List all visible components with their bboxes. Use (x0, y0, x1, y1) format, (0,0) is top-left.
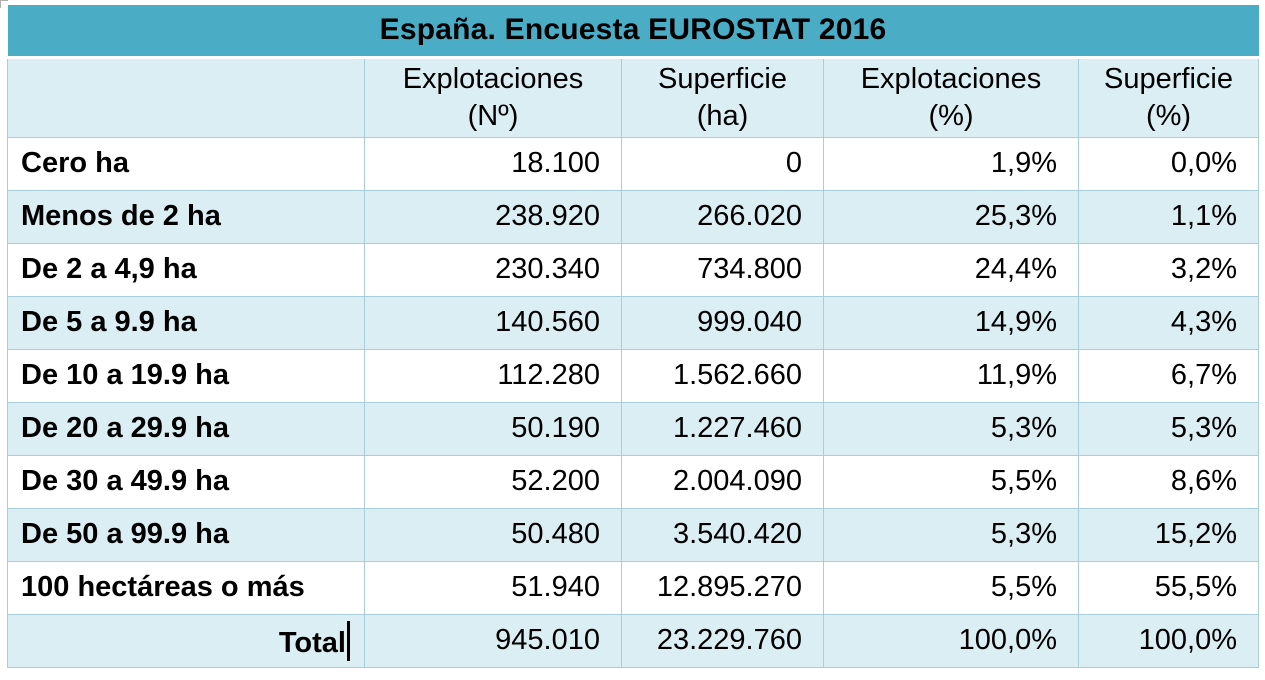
cell-superficie-pct[interactable]: 4,3% (1077, 295, 1260, 350)
header-line1: Explotaciones (402, 62, 584, 95)
cell-superficie-pct[interactable]: 55,5% (1077, 560, 1260, 615)
cell-superficie-ha[interactable]: 23.229.760 (621, 613, 824, 668)
table-title[interactable]: España. Encuesta EUROSTAT 2016 (7, 5, 1259, 59)
eurostat-table: España. Encuesta EUROSTAT 2016 Explotaci… (7, 5, 1260, 668)
table-row: Cero ha 18.100 0 1,9% 0,0% (7, 136, 1260, 191)
cell-label[interactable]: De 2 a 4,9 ha (7, 242, 365, 297)
table-row: De 5 a 9.9 ha 140.560 999.040 14,9% 4,3% (7, 295, 1260, 350)
table-row: De 30 a 49.9 ha 52.200 2.004.090 5,5% 8,… (7, 454, 1260, 509)
cell-explotaciones-n[interactable]: 18.100 (364, 136, 622, 191)
cell-label[interactable]: De 10 a 19.9 ha (7, 348, 365, 403)
cell-label[interactable]: De 5 a 9.9 ha (7, 295, 365, 350)
table-row: De 10 a 19.9 ha 112.280 1.562.660 11,9% … (7, 348, 1260, 403)
header-line1: Explotaciones (860, 62, 1042, 95)
cell-explotaciones-n[interactable]: 230.340 (364, 242, 622, 297)
cell-superficie-pct[interactable]: 8,6% (1077, 454, 1260, 509)
cell-superficie-ha[interactable]: 0 (621, 136, 824, 191)
header-superficie-pct[interactable]: Superficie (%) (1077, 56, 1260, 138)
cell-label[interactable]: Cero ha (7, 136, 365, 191)
cell-explotaciones-n[interactable]: 50.480 (364, 507, 622, 562)
cell-explotaciones-n[interactable]: 52.200 (364, 454, 622, 509)
header-superficie-ha[interactable]: Superficie (ha) (621, 56, 824, 138)
table-row: De 50 a 99.9 ha 50.480 3.540.420 5,3% 15… (7, 507, 1260, 562)
cell-superficie-ha[interactable]: 1.562.660 (621, 348, 824, 403)
header-line2: (%) (928, 99, 974, 132)
header-line1: Superficie (658, 62, 787, 95)
cell-explotaciones-pct[interactable]: 5,3% (823, 401, 1079, 456)
cell-superficie-pct[interactable]: 6,7% (1077, 348, 1260, 403)
cell-superficie-ha[interactable]: 3.540.420 (621, 507, 824, 562)
cell-label-total[interactable]: Total (7, 613, 365, 668)
header-line2: (ha) (696, 99, 749, 132)
table-row: De 2 a 4,9 ha 230.340 734.800 24,4% 3,2% (7, 242, 1260, 297)
cell-explotaciones-pct[interactable]: 100,0% (823, 613, 1079, 668)
cell-superficie-ha[interactable]: 266.020 (621, 189, 824, 244)
cell-explotaciones-pct[interactable]: 5,3% (823, 507, 1079, 562)
table-row: 100 hectáreas o más 51.940 12.895.270 5,… (7, 560, 1260, 615)
cell-explotaciones-pct[interactable]: 5,5% (823, 454, 1079, 509)
cell-superficie-ha[interactable]: 1.227.460 (621, 401, 824, 456)
title-row: España. Encuesta EUROSTAT 2016 (7, 5, 1259, 59)
cell-label[interactable]: De 50 a 99.9 ha (7, 507, 365, 562)
cell-superficie-pct[interactable]: 15,2% (1077, 507, 1260, 562)
header-line2: (Nº) (467, 99, 519, 132)
canvas-corner-mark (0, 0, 8, 8)
cell-explotaciones-n[interactable]: 140.560 (364, 295, 622, 350)
header-line1: Superficie (1104, 62, 1233, 95)
column-header-row: Explotaciones (Nº) Superficie (ha) Explo… (7, 56, 1260, 138)
cell-explotaciones-n[interactable]: 51.940 (364, 560, 622, 615)
eurostat-table-container: España. Encuesta EUROSTAT 2016 Explotaci… (7, 5, 1260, 668)
cell-superficie-pct[interactable]: 1,1% (1077, 189, 1260, 244)
cell-explotaciones-n[interactable]: 945.010 (364, 613, 622, 668)
cell-superficie-pct[interactable]: 5,3% (1077, 401, 1260, 456)
cell-label[interactable]: Menos de 2 ha (7, 189, 365, 244)
cell-label[interactable]: De 20 a 29.9 ha (7, 401, 365, 456)
header-line2: (%) (1145, 99, 1192, 132)
cell-label[interactable]: De 30 a 49.9 ha (7, 454, 365, 509)
table-row: De 20 a 29.9 ha 50.190 1.227.460 5,3% 5,… (7, 401, 1260, 456)
cell-explotaciones-n[interactable]: 112.280 (364, 348, 622, 403)
cell-superficie-ha[interactable]: 734.800 (621, 242, 824, 297)
cell-superficie-ha[interactable]: 12.895.270 (621, 560, 824, 615)
cell-superficie-pct[interactable]: 100,0% (1077, 613, 1260, 668)
header-empty[interactable] (7, 56, 365, 138)
cell-superficie-ha[interactable]: 999.040 (621, 295, 824, 350)
header-explotaciones-n[interactable]: Explotaciones (Nº) (364, 56, 622, 138)
cell-explotaciones-pct[interactable]: 14,9% (823, 295, 1079, 350)
cell-explotaciones-pct[interactable]: 5,5% (823, 560, 1079, 615)
total-row: Total 945.010 23.229.760 100,0% 100,0% (7, 613, 1260, 668)
total-label: Total (278, 626, 346, 659)
table-row: Menos de 2 ha 238.920 266.020 25,3% 1,1% (7, 189, 1260, 244)
cell-explotaciones-pct[interactable]: 11,9% (823, 348, 1079, 403)
cell-explotaciones-n[interactable]: 238.920 (364, 189, 622, 244)
cell-superficie-ha[interactable]: 2.004.090 (621, 454, 824, 509)
header-explotaciones-pct[interactable]: Explotaciones (%) (823, 56, 1079, 138)
cell-label[interactable]: 100 hectáreas o más (7, 560, 365, 615)
text-caret (347, 620, 350, 661)
cell-explotaciones-n[interactable]: 50.190 (364, 401, 622, 456)
cell-superficie-pct[interactable]: 3,2% (1077, 242, 1260, 297)
cell-explotaciones-pct[interactable]: 1,9% (823, 136, 1079, 191)
cell-explotaciones-pct[interactable]: 24,4% (823, 242, 1079, 297)
cell-superficie-pct[interactable]: 0,0% (1077, 136, 1260, 191)
cell-explotaciones-pct[interactable]: 25,3% (823, 189, 1079, 244)
